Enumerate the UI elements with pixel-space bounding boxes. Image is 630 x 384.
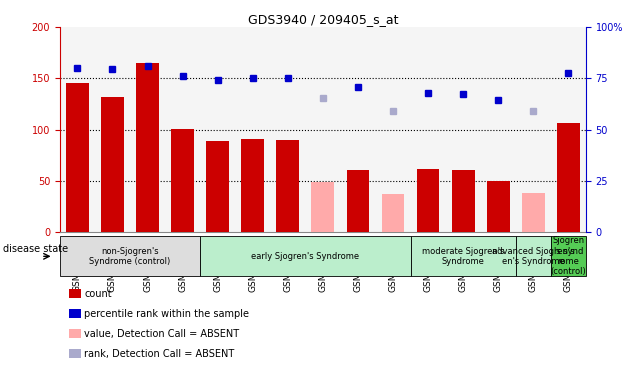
Bar (522, 193, 545, 232)
Text: moderate Sjogren's
Syndrome: moderate Sjogren's Syndrome (422, 247, 505, 266)
Text: value, Detection Call = ABSENT: value, Detection Call = ABSENT (84, 329, 239, 339)
Title: GDS3940 / 209405_s_at: GDS3940 / 209405_s_at (248, 13, 398, 26)
Bar (241, 139, 264, 232)
Bar (66, 83, 89, 232)
Bar (346, 170, 369, 232)
Bar (416, 169, 440, 232)
Bar (311, 182, 335, 232)
Bar (206, 141, 229, 232)
Bar (382, 194, 404, 232)
Bar (136, 63, 159, 232)
Text: early Sjogren's Syndrome: early Sjogren's Syndrome (251, 252, 359, 261)
Text: percentile rank within the sample: percentile rank within the sample (84, 309, 249, 319)
Bar (452, 170, 474, 232)
Bar (101, 97, 124, 232)
Text: non-Sjogren's
Syndrome (control): non-Sjogren's Syndrome (control) (89, 247, 171, 266)
Text: count: count (84, 289, 112, 299)
Bar (171, 129, 194, 232)
Text: rank, Detection Call = ABSENT: rank, Detection Call = ABSENT (84, 349, 234, 359)
Text: disease state: disease state (3, 244, 68, 255)
Text: Sjogren
's synd
rome
(control): Sjogren 's synd rome (control) (551, 236, 587, 276)
Text: advanced Sjogren's
en's Syndrome: advanced Sjogren's en's Syndrome (492, 247, 575, 266)
Bar (487, 181, 510, 232)
Bar (557, 123, 580, 232)
Bar (277, 140, 299, 232)
